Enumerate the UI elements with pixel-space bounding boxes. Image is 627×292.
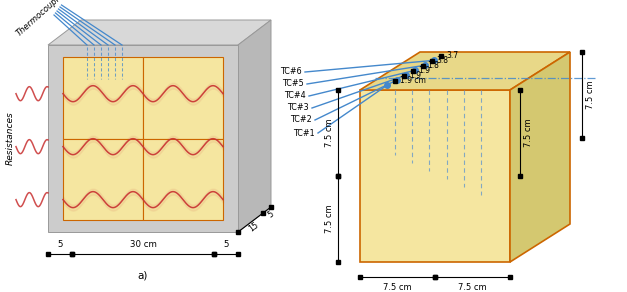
Polygon shape — [360, 52, 570, 90]
Text: 7.5 cm: 7.5 cm — [325, 119, 334, 147]
Text: 1.9: 1.9 — [409, 71, 421, 80]
Text: TC#6: TC#6 — [280, 67, 302, 77]
Text: 7.5 cm: 7.5 cm — [524, 119, 533, 147]
Text: Thermocouples: Thermocouples — [15, 0, 69, 38]
Text: TC#1: TC#1 — [293, 128, 315, 138]
Text: 7.5 cm: 7.5 cm — [325, 205, 334, 233]
Text: 5: 5 — [223, 240, 229, 249]
Text: 3.8: 3.8 — [437, 56, 449, 65]
Text: 5: 5 — [266, 210, 275, 220]
Text: TC#4: TC#4 — [285, 91, 306, 100]
Text: 1.8: 1.8 — [428, 61, 440, 70]
Text: 30 cm: 30 cm — [130, 240, 157, 249]
Polygon shape — [48, 45, 238, 232]
Text: TC#5: TC#5 — [282, 79, 304, 88]
Polygon shape — [238, 20, 271, 232]
Polygon shape — [360, 90, 510, 262]
Bar — [63, 57, 143, 138]
Bar — [143, 57, 223, 138]
Polygon shape — [510, 52, 570, 262]
Polygon shape — [48, 20, 271, 45]
Text: 5: 5 — [57, 240, 63, 249]
Text: 1.9 cm: 1.9 cm — [399, 76, 425, 85]
Text: 3.7: 3.7 — [446, 51, 458, 60]
Text: a): a) — [138, 270, 148, 280]
Text: 7.5 cm: 7.5 cm — [383, 283, 412, 292]
Text: 7.5 cm: 7.5 cm — [458, 283, 487, 292]
Bar — [143, 138, 223, 220]
Bar — [63, 138, 143, 220]
Text: 7.5 cm: 7.5 cm — [586, 81, 595, 109]
Text: Resistances: Resistances — [6, 112, 14, 165]
Text: TC#3: TC#3 — [287, 103, 309, 112]
Text: TC#2: TC#2 — [290, 116, 312, 124]
Text: 15: 15 — [247, 221, 261, 234]
Text: 1.9: 1.9 — [418, 66, 430, 75]
